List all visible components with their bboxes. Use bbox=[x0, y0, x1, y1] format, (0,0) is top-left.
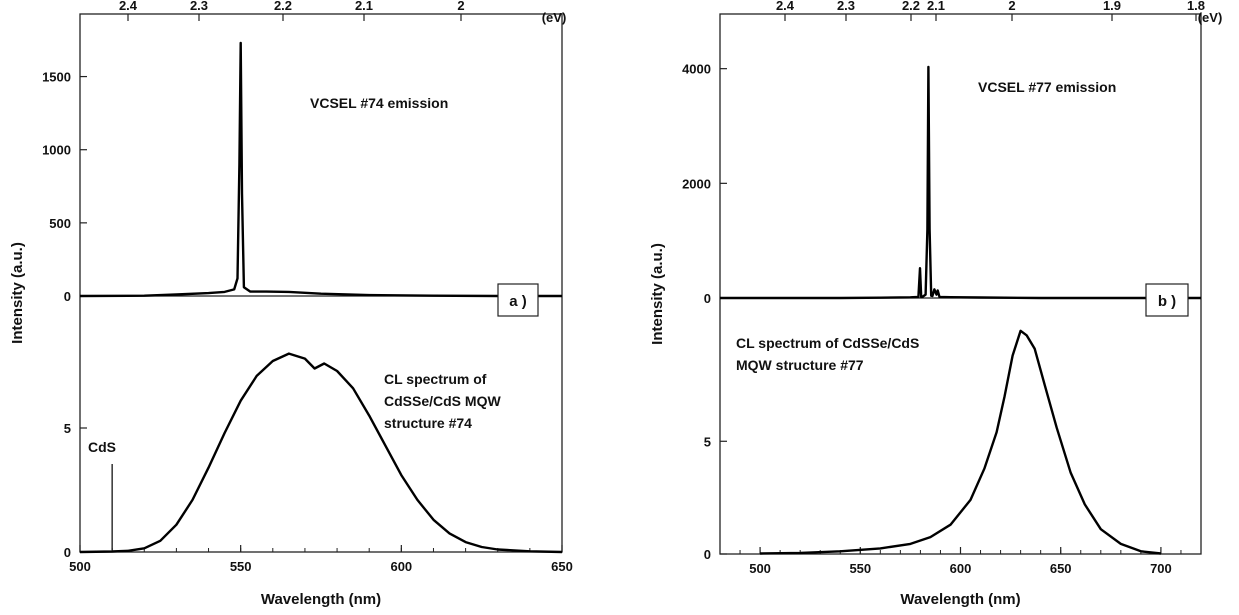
ev-tick-label: 2.4 bbox=[776, 0, 795, 13]
plot-frame bbox=[79, 13, 563, 553]
y-axis-title: Intensity (a.u.) bbox=[649, 243, 666, 345]
ev-tick-label: 1.8 bbox=[1187, 0, 1205, 13]
x-tick-label: 650 bbox=[551, 559, 573, 574]
annotation-lower-line: MQW structure #77 bbox=[736, 357, 864, 373]
y-tick-label-upper: 1000 bbox=[42, 143, 71, 158]
x-axis-title: Wavelength (nm) bbox=[900, 591, 1020, 608]
panel-label: b ) bbox=[1158, 293, 1176, 310]
ev-tick-label: 1.9 bbox=[1103, 0, 1121, 13]
y-tick-label-lower: 0 bbox=[64, 545, 71, 560]
y-tick-label-upper: 1500 bbox=[42, 70, 71, 85]
x-tick-label: 700 bbox=[1150, 561, 1172, 576]
ev-unit-label: (eV) bbox=[1198, 10, 1223, 25]
x-tick-label: 500 bbox=[69, 559, 91, 574]
annotation-upper: VCSEL #74 emission bbox=[310, 95, 448, 111]
x-tick-label: 550 bbox=[849, 561, 871, 576]
plot-frame bbox=[719, 13, 1202, 555]
y-tick-label-lower: 5 bbox=[64, 421, 71, 436]
ev-unit-label: (eV) bbox=[542, 10, 567, 25]
ev-tick-label: 2.2 bbox=[274, 0, 292, 13]
x-tick-label: 600 bbox=[390, 559, 412, 574]
annotation-upper: VCSEL #77 emission bbox=[978, 79, 1116, 95]
y-axis-title: Intensity (a.u.) bbox=[9, 242, 26, 344]
panel-label-box bbox=[1145, 283, 1189, 317]
x-axis-title: Wavelength (nm) bbox=[261, 591, 381, 608]
y-tick-label-lower: 5 bbox=[704, 434, 711, 449]
x-tick-label: 550 bbox=[230, 559, 252, 574]
series-line-lower bbox=[760, 329, 1162, 555]
y-tick-label-upper: 0 bbox=[64, 289, 71, 304]
panel-label: a ) bbox=[509, 293, 527, 310]
ev-tick-label: 2.1 bbox=[355, 0, 373, 13]
x-tick-label: 650 bbox=[1050, 561, 1072, 576]
y-tick-label-upper: 0 bbox=[704, 291, 711, 306]
marker-label-cds: CdS bbox=[88, 439, 116, 455]
ev-tick-label: 2.3 bbox=[190, 0, 208, 13]
panel-label-box bbox=[497, 283, 539, 317]
ev-tick-label: 2.1 bbox=[927, 0, 945, 13]
series-line-upper bbox=[720, 65, 1201, 300]
y-tick-label-upper: 2000 bbox=[682, 176, 711, 191]
y-tick-label-upper: 4000 bbox=[682, 62, 711, 77]
panel-b: 500 550 600 650 700 2.4 2.3 2.2 2.1 2 1.9 1.8(eV) 0 2… bbox=[649, 0, 1222, 608]
series-line-upper bbox=[79, 41, 562, 298]
ev-tick-label: 2.2 bbox=[902, 0, 920, 13]
y-tick-label-upper: 500 bbox=[49, 216, 71, 231]
x-tick-label: 600 bbox=[950, 561, 972, 576]
annotation-lower-line: CdSSe/CdS MQW bbox=[384, 393, 501, 409]
y-tick-label-lower: 0 bbox=[704, 547, 711, 562]
annotation-lower-line: CL spectrum of CdSSe/CdS bbox=[736, 335, 919, 351]
ev-tick-label: 2.3 bbox=[837, 0, 855, 13]
ev-tick-label: 2.4 bbox=[119, 0, 138, 13]
ev-tick-label: 2 bbox=[457, 0, 464, 13]
annotation-lower-line: structure #74 bbox=[384, 415, 472, 431]
x-tick-label: 500 bbox=[749, 561, 771, 576]
series-line-lower bbox=[79, 352, 563, 554]
ev-tick-label: 2 bbox=[1008, 0, 1015, 13]
annotation-lower-line: CL spectrum of bbox=[384, 371, 487, 387]
